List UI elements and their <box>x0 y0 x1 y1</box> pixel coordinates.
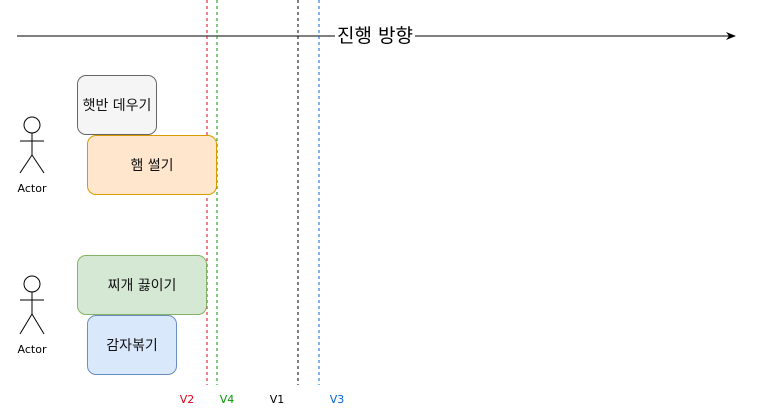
marker-label-v1: V1 <box>269 393 285 406</box>
task-box-slice-ham[interactable]: 햄 썰기 <box>87 135 217 195</box>
task-box-boil-stew[interactable]: 찌개 끓이기 <box>77 255 207 315</box>
task-box-stir-fry-potato[interactable]: 감자볶기 <box>87 315 177 375</box>
marker-label-v4: V4 <box>219 393 235 406</box>
task-box-heat-rice[interactable]: 햇반 데우기 <box>77 75 157 135</box>
marker-label-v3: V3 <box>329 393 345 406</box>
actor-figure-1 <box>19 116 45 174</box>
actor-label-1: Actor <box>17 182 47 195</box>
task-label: 햄 썰기 <box>130 158 174 174</box>
task-label: 감자볶기 <box>106 338 158 354</box>
marker-label-v2: V2 <box>179 393 195 406</box>
actor-label-2: Actor <box>17 343 47 356</box>
task-label: 햇반 데우기 <box>82 98 152 114</box>
task-label: 찌개 끓이기 <box>107 278 177 294</box>
actor-figure-2 <box>19 275 45 335</box>
direction-label: 진행 방향 <box>335 24 415 48</box>
